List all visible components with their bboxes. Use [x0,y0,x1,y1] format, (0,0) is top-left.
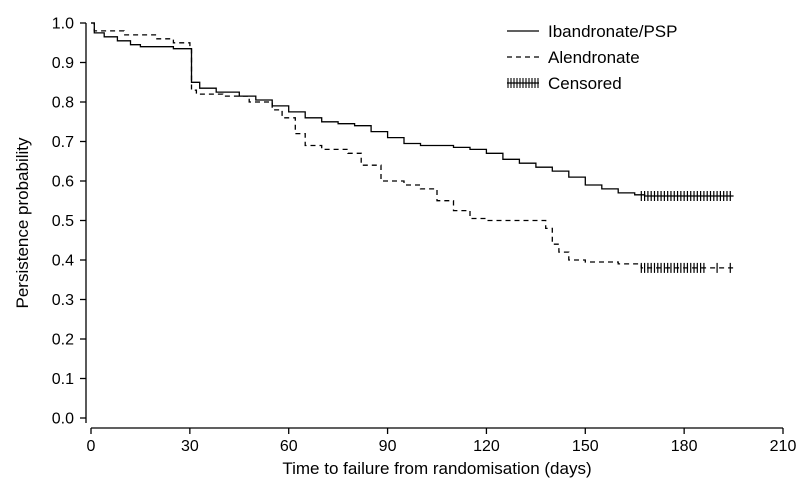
y-tick-label: 0.8 [52,95,74,112]
x-tick-label: 180 [671,438,698,455]
y-tick-label: 0.4 [52,253,74,270]
series-line-ibandronate [91,22,734,197]
y-axis-title: Persistence probability [13,137,32,309]
y-tick-label: 0.3 [52,292,74,309]
y-tick-label: 0.2 [52,332,74,349]
y-tick-label: 0.6 [52,174,74,191]
x-tick-label: 30 [181,438,199,455]
x-tick-label: 120 [473,438,500,455]
plot-area [91,22,734,273]
axes: 0.0 0.1 0.2 0.3 0.4 0.5 0.6 0.7 0.8 0.9 1.0 0 30 60 9… [13,16,796,479]
x-axis-title: Time to failure from randomisation (days… [282,459,591,478]
x-tick-label: 90 [379,438,397,455]
legend-label-alendronate: Alendronate [548,48,640,67]
x-tick-label: 0 [87,438,96,455]
x-tick-label: 210 [770,438,797,455]
y-tick-label: 0.1 [52,371,74,388]
y-tick-label: 0.0 [52,411,74,428]
y-tick-label: 0.9 [52,55,74,72]
x-tick-label: 150 [572,438,599,455]
series-line-alendronate [91,22,734,269]
y-tick-label: 0.7 [52,134,74,151]
x-tick-label: 60 [280,438,298,455]
y-ticks: 0.0 0.1 0.2 0.3 0.4 0.5 0.6 0.7 0.8 0.9 1.0 [52,16,86,428]
legend-label-censored: Censored [548,74,622,93]
x-ticks: 0 30 60 90 120 150 180 210 [87,428,797,455]
legend: Ibandronate/PSP Alendronate Censored [507,22,677,93]
legend-label-ibandronate: Ibandronate/PSP [548,22,677,41]
y-tick-label: 1.0 [52,16,74,33]
y-tick-label: 0.5 [52,213,74,230]
legend-censor-swatch [507,78,539,88]
